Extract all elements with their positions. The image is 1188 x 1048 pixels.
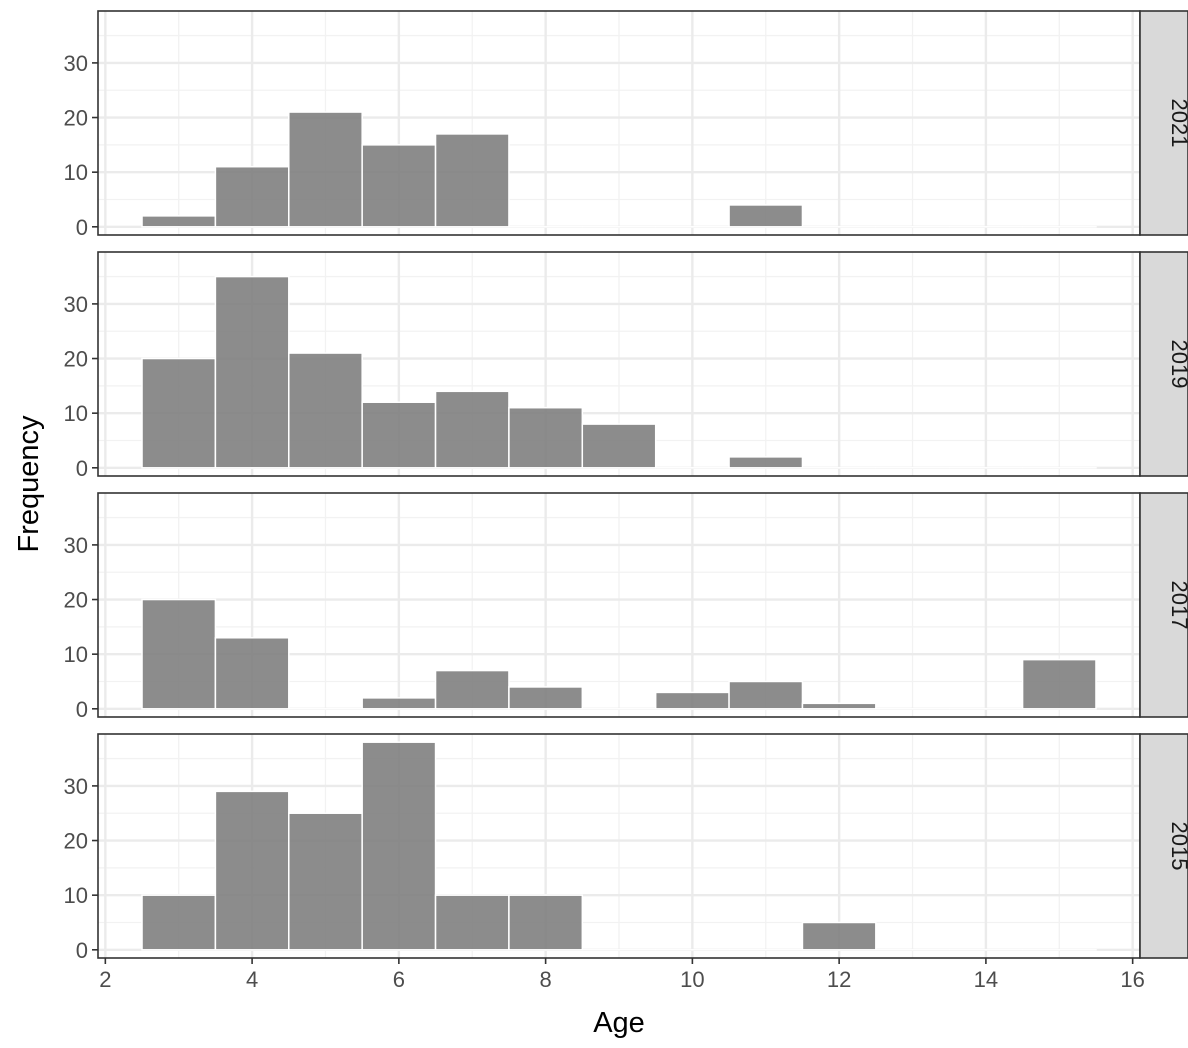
x-tick-label: 8 <box>539 967 551 992</box>
histogram-bar <box>436 391 509 467</box>
y-tick-label: 10 <box>64 160 88 185</box>
histogram-bar <box>582 424 655 468</box>
y-tick-label: 20 <box>64 829 88 854</box>
histogram-bar <box>215 277 288 468</box>
x-tick-label: 4 <box>246 967 258 992</box>
histogram-bar <box>289 813 362 950</box>
histogram-bar <box>142 600 215 709</box>
histogram-bar <box>215 791 288 949</box>
y-tick-label: 0 <box>76 697 88 722</box>
y-tick-label: 30 <box>64 51 88 76</box>
y-tick-label: 20 <box>64 106 88 131</box>
facet-strip-label: 2021 <box>1167 99 1188 148</box>
histogram-bar <box>142 895 215 950</box>
panels-layer: 0 10 20 30 2021 0 10 20 30 2019 0 10 20 30 2017 0 10 20 30… <box>64 11 1188 963</box>
histogram-bar <box>729 681 802 708</box>
x-tick-label: 16 <box>1120 967 1144 992</box>
y-tick-label: 30 <box>64 774 88 799</box>
facet-panel-2019: 0 10 20 30 2019 <box>64 252 1188 481</box>
facet-panel-2015: 0 10 20 30 2015 <box>64 734 1188 963</box>
y-tick-label: 30 <box>64 533 88 558</box>
histogram-bar <box>436 671 509 709</box>
histogram-bar <box>142 359 215 468</box>
histogram-bar <box>802 703 875 708</box>
facet-strip-label: 2017 <box>1167 581 1188 630</box>
histogram-bar <box>362 145 435 227</box>
y-tick-label: 20 <box>64 347 88 372</box>
histogram-bar <box>729 457 802 468</box>
y-tick-label: 10 <box>64 883 88 908</box>
histogram-bar <box>289 353 362 468</box>
facet-panel-2021: 0 10 20 30 2021 <box>64 11 1188 240</box>
x-axis-title: Age <box>593 1007 645 1039</box>
facet-strip-label: 2015 <box>1167 822 1188 871</box>
histogram-bar <box>509 895 582 950</box>
histogram-bar <box>436 134 509 227</box>
histogram-bar <box>509 408 582 468</box>
histogram-bar <box>362 698 435 709</box>
y-tick-label: 30 <box>64 292 88 317</box>
histogram-bar <box>802 922 875 949</box>
histogram-bar <box>142 216 215 227</box>
x-axis: 2 4 6 8 10 12 14 16 <box>99 958 1145 992</box>
facet-strip-label: 2019 <box>1167 340 1188 389</box>
y-tick-label: 20 <box>64 588 88 613</box>
facet-panel-2017: 0 10 20 30 2017 <box>64 493 1188 722</box>
y-tick-label: 10 <box>64 642 88 667</box>
histogram-bar <box>509 687 582 709</box>
histogram-bar <box>362 402 435 468</box>
x-tick-label: 10 <box>680 967 704 992</box>
histogram-bar <box>436 895 509 950</box>
histogram-bar <box>215 638 288 709</box>
x-tick-label: 12 <box>827 967 851 992</box>
y-tick-label: 0 <box>76 938 88 963</box>
y-tick-label: 0 <box>76 215 88 240</box>
y-axis-title: Frequency <box>13 415 45 553</box>
histogram-bar <box>215 167 288 227</box>
histogram-bar <box>656 692 729 708</box>
y-tick-label: 10 <box>64 401 88 426</box>
histogram-bar <box>289 112 362 227</box>
x-tick-label: 14 <box>974 967 998 992</box>
histogram-bar <box>1023 660 1096 709</box>
y-tick-label: 0 <box>76 456 88 481</box>
x-tick-label: 6 <box>393 967 405 992</box>
x-tick-label: 2 <box>99 967 111 992</box>
histogram-bar <box>729 205 802 227</box>
histogram-bar <box>362 742 435 950</box>
